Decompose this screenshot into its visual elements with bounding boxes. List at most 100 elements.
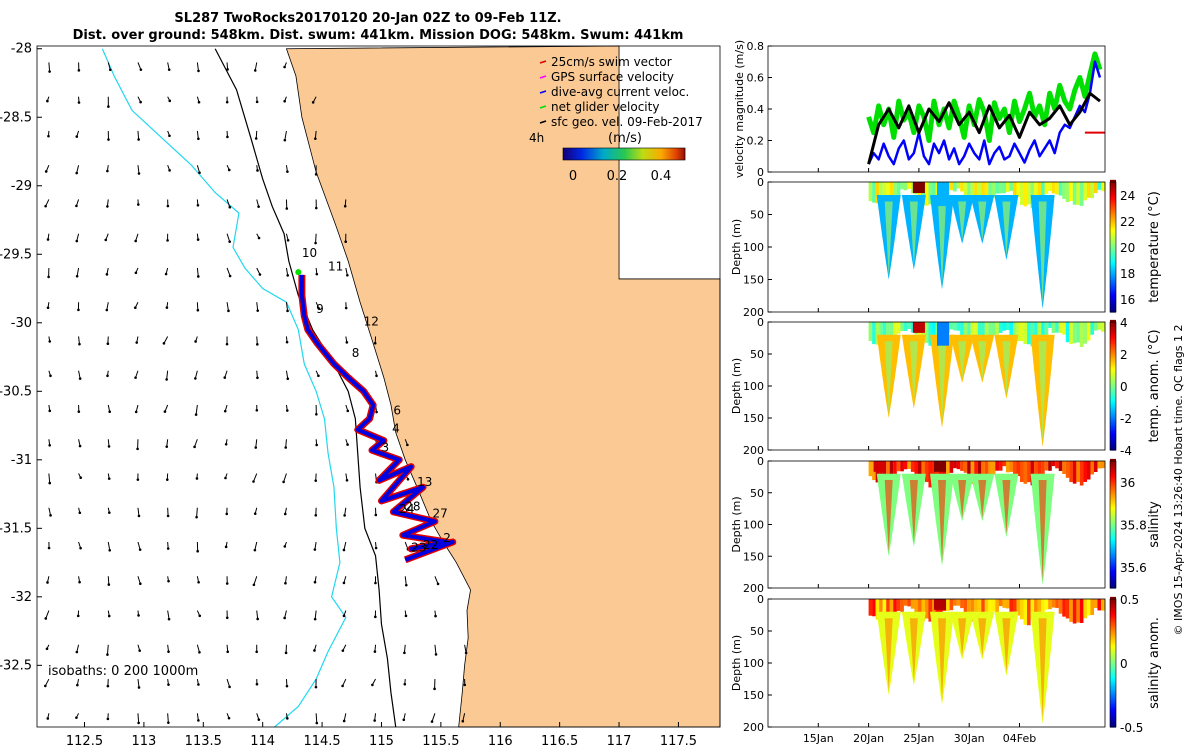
section-colorbar-cell: [1110, 645, 1116, 649]
vector-head: [104, 238, 108, 242]
vector-head: [166, 514, 170, 518]
section-colorbar-cell: [1110, 628, 1116, 632]
vector-head: [47, 546, 51, 550]
vector-head: [196, 308, 200, 312]
section-y-tick-label-2-3: 150: [743, 550, 764, 563]
section-cell: [1083, 322, 1087, 344]
section-colorbar-cell: [1110, 650, 1116, 653]
section-cell: [1055, 322, 1059, 333]
section-colorbar-cell: [1110, 682, 1116, 685]
vector-head: [403, 682, 407, 686]
section-colorbar-cell: [1110, 190, 1116, 194]
vector-head: [314, 514, 318, 517]
section-colorbar-cell: [1110, 234, 1116, 237]
section-cell: [960, 182, 964, 192]
speed-colorbar-cell: [567, 148, 569, 160]
section-cell: [900, 599, 904, 612]
vector-head: [137, 721, 140, 725]
vector-head: [78, 342, 81, 346]
section-y-tick-label-2-1: 50: [750, 487, 764, 500]
current-vector: [107, 541, 111, 551]
section-cell: [1002, 461, 1007, 467]
section-colorbar-cell: [1110, 581, 1116, 585]
speed-colorbar-cell: [640, 148, 642, 160]
vector-head: [77, 101, 81, 104]
section-cell: [1012, 599, 1017, 612]
vector-head: [374, 546, 378, 550]
vector-head: [197, 137, 200, 141]
section-cell: [1065, 182, 1070, 203]
section-cell: [1048, 322, 1052, 328]
section-colorbar-cell: [1110, 703, 1116, 707]
dive-profile-core: [1002, 618, 1011, 673]
section-cell: [956, 461, 961, 470]
section-cell: [886, 322, 890, 345]
speed-colorbar-cell: [626, 148, 628, 160]
vector-head: [196, 203, 200, 207]
map-x-tick-label-0: 112.5: [66, 734, 103, 749]
section-colorbar-cell: [1110, 712, 1116, 715]
section-cell: [907, 599, 911, 607]
vector-head: [226, 68, 229, 71]
section-colorbar-cell: [1110, 596, 1116, 600]
speed-colorbar-cell: [631, 148, 633, 160]
speed-colorbar-cell: [582, 148, 584, 160]
section-cell: [1058, 182, 1063, 196]
section-colorbar-cell: [1110, 526, 1116, 530]
section-colorbar-cell: [1110, 330, 1116, 334]
section-cell: [960, 322, 964, 336]
section-colorbar-cell: [1110, 562, 1116, 566]
section-cell: [988, 461, 992, 479]
speed-colorbar-cell: [571, 148, 573, 160]
section-colorbar-cell: [1110, 390, 1116, 393]
speed-colorbar-cell: [622, 148, 624, 160]
vector-head: [196, 549, 199, 553]
vector-head: [436, 582, 440, 586]
section-colorbar-cell: [1110, 671, 1116, 675]
speed-colorbar-cell: [604, 148, 606, 160]
velocity-y-tick-label-3: 0.6: [747, 72, 765, 85]
section-colorbar-cell: [1110, 439, 1116, 443]
vector-head: [283, 512, 287, 516]
vector-head: [253, 548, 257, 552]
vector-head: [107, 614, 111, 618]
speed-colorbar-cell: [576, 148, 578, 160]
current-vector: [431, 713, 436, 722]
vector-head: [343, 514, 346, 517]
section-cell: [893, 599, 897, 613]
section-colorbar-cell: [1110, 426, 1116, 430]
section-cell: [953, 461, 957, 469]
map-y-tick-label-4: -30: [11, 316, 32, 331]
section-cell: [872, 599, 876, 617]
speed-colorbar-cell: [649, 148, 651, 160]
vector-head: [75, 274, 79, 278]
vector-head: [77, 308, 80, 312]
section-y-tick-label-3-1: 50: [750, 625, 764, 638]
section-colorbar-cell: [1110, 633, 1116, 636]
current-vector: [254, 541, 258, 551]
vector-head: [314, 479, 318, 482]
section-colorbar-cell: [1110, 349, 1116, 353]
section-colorbar-cell: [1110, 301, 1116, 304]
section-colorbar-cell: [1110, 255, 1116, 259]
section-colorbar-cell: [1110, 381, 1116, 385]
day-label-14: 23: [411, 541, 426, 555]
section-colorbar-cell: [1110, 229, 1116, 233]
speed-colorbar-cell: [605, 148, 607, 160]
vector-head: [224, 442, 228, 446]
vector-head: [344, 306, 348, 310]
section-cell: [981, 599, 985, 624]
vector-head: [257, 718, 261, 721]
section-colorbar-cell: [1110, 639, 1116, 643]
section-cell: [889, 182, 894, 200]
section-colorbar-cell: [1110, 722, 1116, 726]
section-cell: [1009, 461, 1014, 472]
dive-profile-core: [978, 341, 987, 380]
section-y-tick-label-3-3: 150: [743, 689, 764, 702]
section-cell: [998, 322, 1003, 334]
section-cell: [970, 322, 975, 341]
current-vector: [45, 610, 50, 619]
section-cell: [953, 182, 957, 192]
section-colorbar-label-3: salinity anom.: [1147, 617, 1162, 709]
